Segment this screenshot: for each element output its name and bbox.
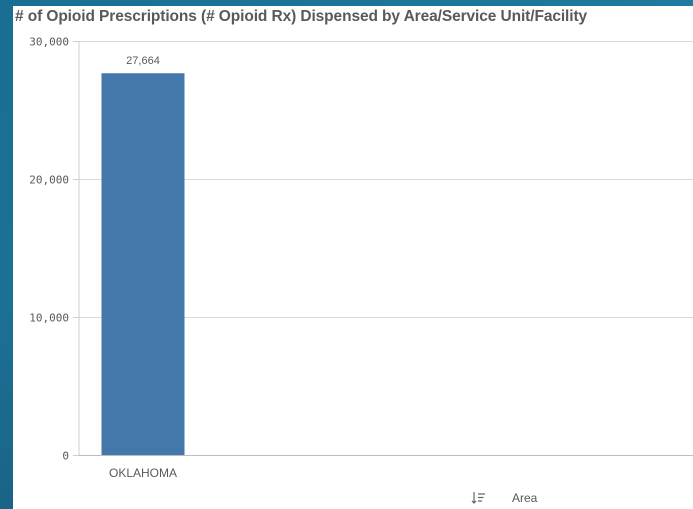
dashboard-top-edge bbox=[0, 0, 693, 6]
dimension-label[interactable]: Area bbox=[512, 491, 538, 505]
y-tick-label: 10,000 bbox=[29, 312, 69, 325]
dashboard-left-edge bbox=[0, 0, 13, 509]
bar[interactable] bbox=[101, 73, 185, 455]
data-label: 27,664 bbox=[126, 55, 160, 67]
chart-title: # of Opioid Prescriptions (# Opioid Rx) … bbox=[15, 8, 588, 25]
bars bbox=[101, 73, 185, 455]
category-label: OKLAHOMA bbox=[109, 466, 177, 480]
x-axis: OKLAHOMA bbox=[109, 466, 177, 480]
bar-chart: 0 10,000 20,000 30,000 27,664 OKLAHOMA bbox=[29, 36, 693, 480]
y-tick-label: 0 bbox=[62, 450, 69, 463]
y-axis: 0 10,000 20,000 30,000 bbox=[29, 36, 80, 463]
y-tick-label: 20,000 bbox=[29, 174, 69, 187]
sort-icon[interactable] bbox=[471, 491, 487, 505]
data-labels: 27,664 bbox=[126, 55, 160, 67]
y-tick-label: 30,000 bbox=[29, 36, 69, 49]
chart-panel: 0 10,000 20,000 30,000 27,664 OKLAHOMA # of… bbox=[13, 6, 693, 509]
